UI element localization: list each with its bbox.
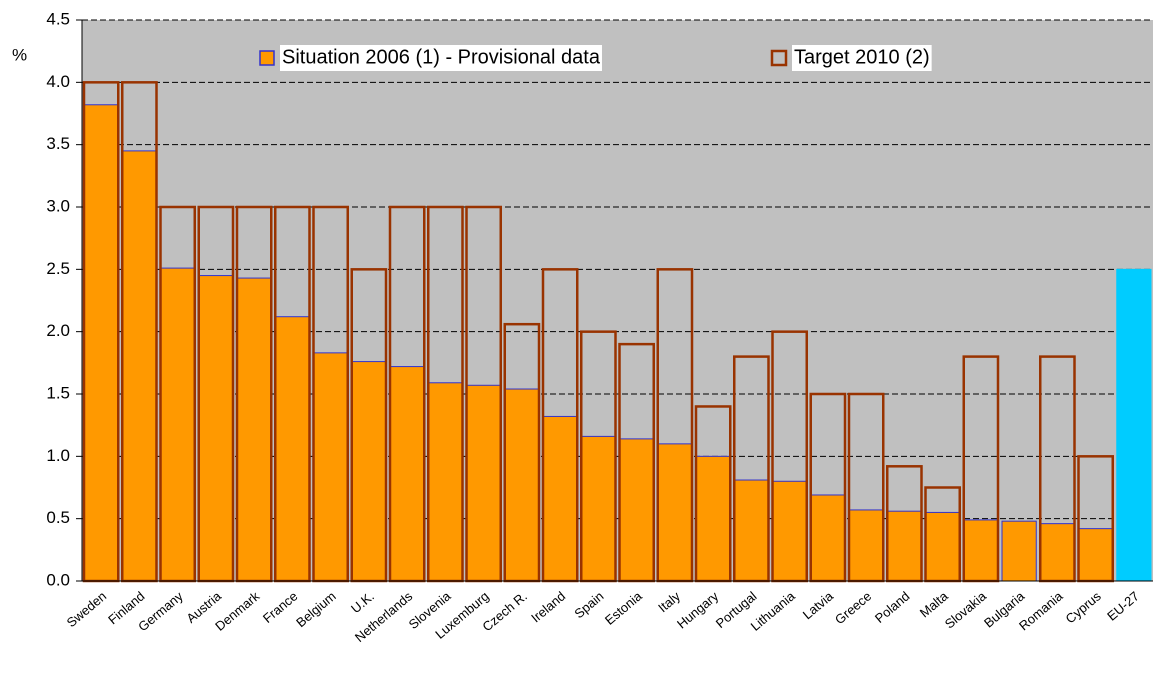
x-tick-label: Estonia: [602, 588, 645, 628]
bar: [198, 275, 234, 582]
x-tick-label: Sweden: [64, 588, 110, 630]
y-tick-label: 0.5: [46, 508, 70, 527]
x-tick-label: Romania: [1016, 588, 1066, 633]
bar: [1078, 528, 1114, 582]
bar: [963, 519, 999, 582]
bar: [772, 480, 808, 582]
x-tick-label: Belgium: [293, 588, 339, 630]
y-tick-label: 2.5: [46, 259, 70, 278]
x-tick-label: Poland: [872, 588, 913, 626]
x-tick-label: Hungary: [674, 588, 722, 631]
bar: [848, 509, 884, 582]
bar: [695, 455, 731, 582]
legend-item: Situation 2006 (1) - Provisional data: [259, 45, 602, 71]
bar: [236, 277, 272, 582]
legend-label: Target 2010 (2): [794, 46, 930, 68]
y-tick-label: 2.0: [46, 321, 70, 340]
bar: [1001, 520, 1037, 582]
x-tick-label: Latvia: [800, 588, 837, 622]
bar: [733, 479, 769, 582]
x-tick-label: Lithuania: [748, 588, 799, 634]
bar: [657, 443, 693, 582]
legend-bg: [280, 45, 602, 71]
x-tick-label: Greece: [832, 588, 874, 627]
bar: [351, 361, 387, 582]
y-axis-label: %: [12, 45, 27, 64]
y-tick-label: 4.0: [46, 72, 70, 91]
bar: [1116, 268, 1152, 582]
legend-bg: [792, 45, 932, 71]
bar: [1039, 523, 1075, 582]
bar: [313, 352, 349, 582]
bar: [504, 388, 540, 582]
bar: [121, 150, 157, 582]
bar: [886, 510, 922, 582]
bar: [925, 511, 961, 582]
legend-swatch: [770, 49, 788, 67]
y-tick-label: 0.0: [46, 570, 70, 589]
x-tick-label: EU-27: [1104, 588, 1142, 623]
y-tick-label: 1.5: [46, 383, 70, 402]
x-tick-label: Cyprus: [1063, 588, 1105, 626]
bar: [580, 435, 616, 582]
bar: [466, 384, 502, 582]
x-tick-label: Ireland: [528, 588, 568, 625]
bar: [810, 494, 846, 582]
y-tick-label: 1.0: [46, 446, 70, 465]
bar: [274, 316, 310, 582]
y-tick-label: 3.0: [46, 196, 70, 215]
bar: [389, 366, 425, 582]
bar: [160, 267, 196, 582]
x-tick-label: Slovakia: [942, 588, 990, 632]
legend-swatch: [259, 50, 275, 66]
y-tick-label: 3.5: [46, 134, 70, 153]
bar: [542, 415, 578, 582]
legend-item: Target 2010 (2): [770, 45, 932, 71]
x-tick-label: Italy: [655, 588, 683, 615]
bar: [619, 438, 655, 582]
bar: [427, 382, 463, 582]
bar: [83, 104, 119, 582]
x-tick-label: U.K.: [348, 588, 377, 616]
y-tick-label: 4.5: [46, 9, 70, 28]
legend-label: Situation 2006 (1) - Provisional data: [282, 46, 601, 68]
